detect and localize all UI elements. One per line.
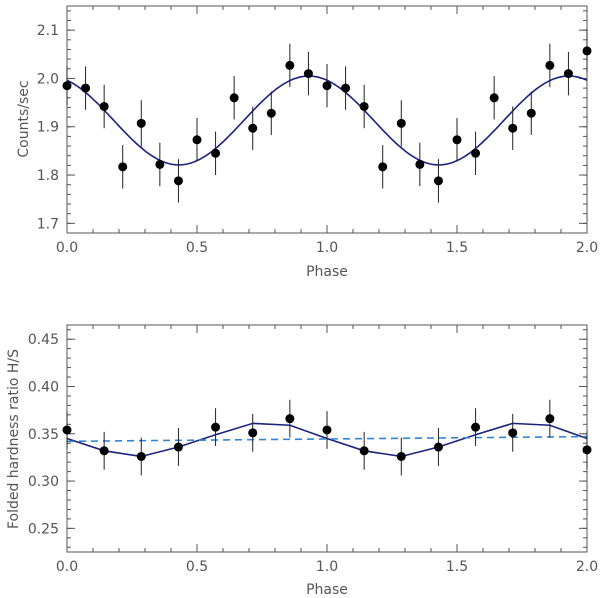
bottom-data-point bbox=[173, 442, 183, 452]
bottom-x-tick-label: 0.0 bbox=[56, 559, 78, 575]
bottom-data-point bbox=[582, 445, 592, 455]
top-data-point bbox=[81, 83, 91, 93]
bottom-data-point bbox=[508, 428, 518, 438]
top-data-point bbox=[99, 101, 109, 111]
bottom-data-point bbox=[211, 422, 221, 432]
top-plot-frame bbox=[66, 5, 588, 234]
top-data-point bbox=[378, 162, 388, 172]
top-data-point bbox=[545, 60, 555, 70]
top-data-point bbox=[471, 148, 481, 158]
bottom-y-tick-label: 0.35 bbox=[28, 427, 59, 443]
bottom-data-point bbox=[322, 425, 332, 435]
bottom-data-point bbox=[471, 422, 481, 432]
top-data-point bbox=[118, 162, 128, 172]
bottom-x-tick-label: 1.5 bbox=[446, 559, 468, 575]
top-data-point bbox=[582, 46, 592, 56]
top-x-tick-label: 1.5 bbox=[446, 240, 468, 256]
bottom-data-point bbox=[248, 428, 258, 438]
top-y-tick-label: 1.7 bbox=[37, 216, 59, 232]
top-data-point bbox=[285, 60, 295, 70]
top-data-point bbox=[396, 118, 406, 128]
bottom-data-point bbox=[545, 414, 555, 424]
bottom-data-point bbox=[433, 442, 443, 452]
bottom-data-point bbox=[99, 446, 109, 456]
top-data-point bbox=[433, 176, 443, 186]
top-y-axis-title: Counts/sec bbox=[16, 80, 32, 157]
bottom-y-tick-label: 0.40 bbox=[28, 379, 59, 395]
top-y-tick-label: 1.8 bbox=[37, 168, 59, 184]
top-y-tick-label: 1.9 bbox=[37, 120, 59, 136]
top-data-point bbox=[229, 93, 239, 103]
top-data-point bbox=[508, 123, 518, 133]
bottom-y-tick-label: 0.30 bbox=[28, 474, 59, 490]
bottom-series-2-line bbox=[66, 435, 588, 443]
top-data-point bbox=[526, 108, 536, 118]
bottom-y-tick-label: 0.25 bbox=[28, 521, 59, 537]
top-data-point bbox=[359, 101, 369, 111]
bottom-x-tick-label: 0.5 bbox=[186, 559, 208, 575]
bottom-data-point bbox=[62, 425, 72, 435]
top-y-tick-label: 2.0 bbox=[37, 71, 59, 87]
bottom-data-point bbox=[359, 446, 369, 456]
bottom-data-point bbox=[396, 451, 406, 461]
bottom-x-tick-label: 1.0 bbox=[316, 559, 338, 575]
top-data-point bbox=[563, 69, 573, 79]
top-data-point bbox=[322, 81, 332, 91]
top-x-tick-label: 1.0 bbox=[316, 240, 338, 256]
top-data-point bbox=[341, 83, 351, 93]
bottom-data-point bbox=[285, 414, 295, 424]
top-panel-count-rate: 0.0 0.5 1.0 1.5 2.0 1.7 1.8 1.9 2.0 2.1 Phase Cou… bbox=[16, 5, 598, 280]
top-x-tick-label: 0.5 bbox=[186, 240, 208, 256]
top-data-point bbox=[303, 69, 313, 79]
top-x-tick-label: 0.0 bbox=[56, 240, 78, 256]
top-data-point bbox=[136, 118, 146, 128]
top-data-point bbox=[211, 148, 221, 158]
top-data-point bbox=[173, 176, 183, 186]
top-data-point bbox=[62, 81, 72, 91]
bottom-data-point bbox=[136, 451, 146, 461]
top-x-tick-label: 2.0 bbox=[576, 240, 598, 256]
bottom-y-tick-label: 0.45 bbox=[28, 332, 59, 348]
top-x-axis-title: Phase bbox=[306, 264, 348, 280]
top-y-tick-label: 2.1 bbox=[37, 23, 59, 39]
top-data-point bbox=[489, 93, 499, 103]
bottom-x-axis-title: Phase bbox=[306, 582, 348, 598]
bottom-y-axis-title: Folded hardness ratio H/S bbox=[6, 349, 22, 529]
bottom-x-tick-label: 2.0 bbox=[576, 559, 598, 575]
top-data-point bbox=[415, 159, 425, 169]
top-data-point bbox=[192, 135, 202, 145]
top-data-point bbox=[155, 159, 165, 169]
top-data-point bbox=[452, 135, 462, 145]
bottom-panel-hardness-ratio: 0.0 0.5 1.0 1.5 2.0 0.25 0.30 0.35 0.40 0.45 Phas… bbox=[6, 324, 598, 598]
top-data-point bbox=[266, 108, 276, 118]
top-data-point bbox=[248, 123, 258, 133]
